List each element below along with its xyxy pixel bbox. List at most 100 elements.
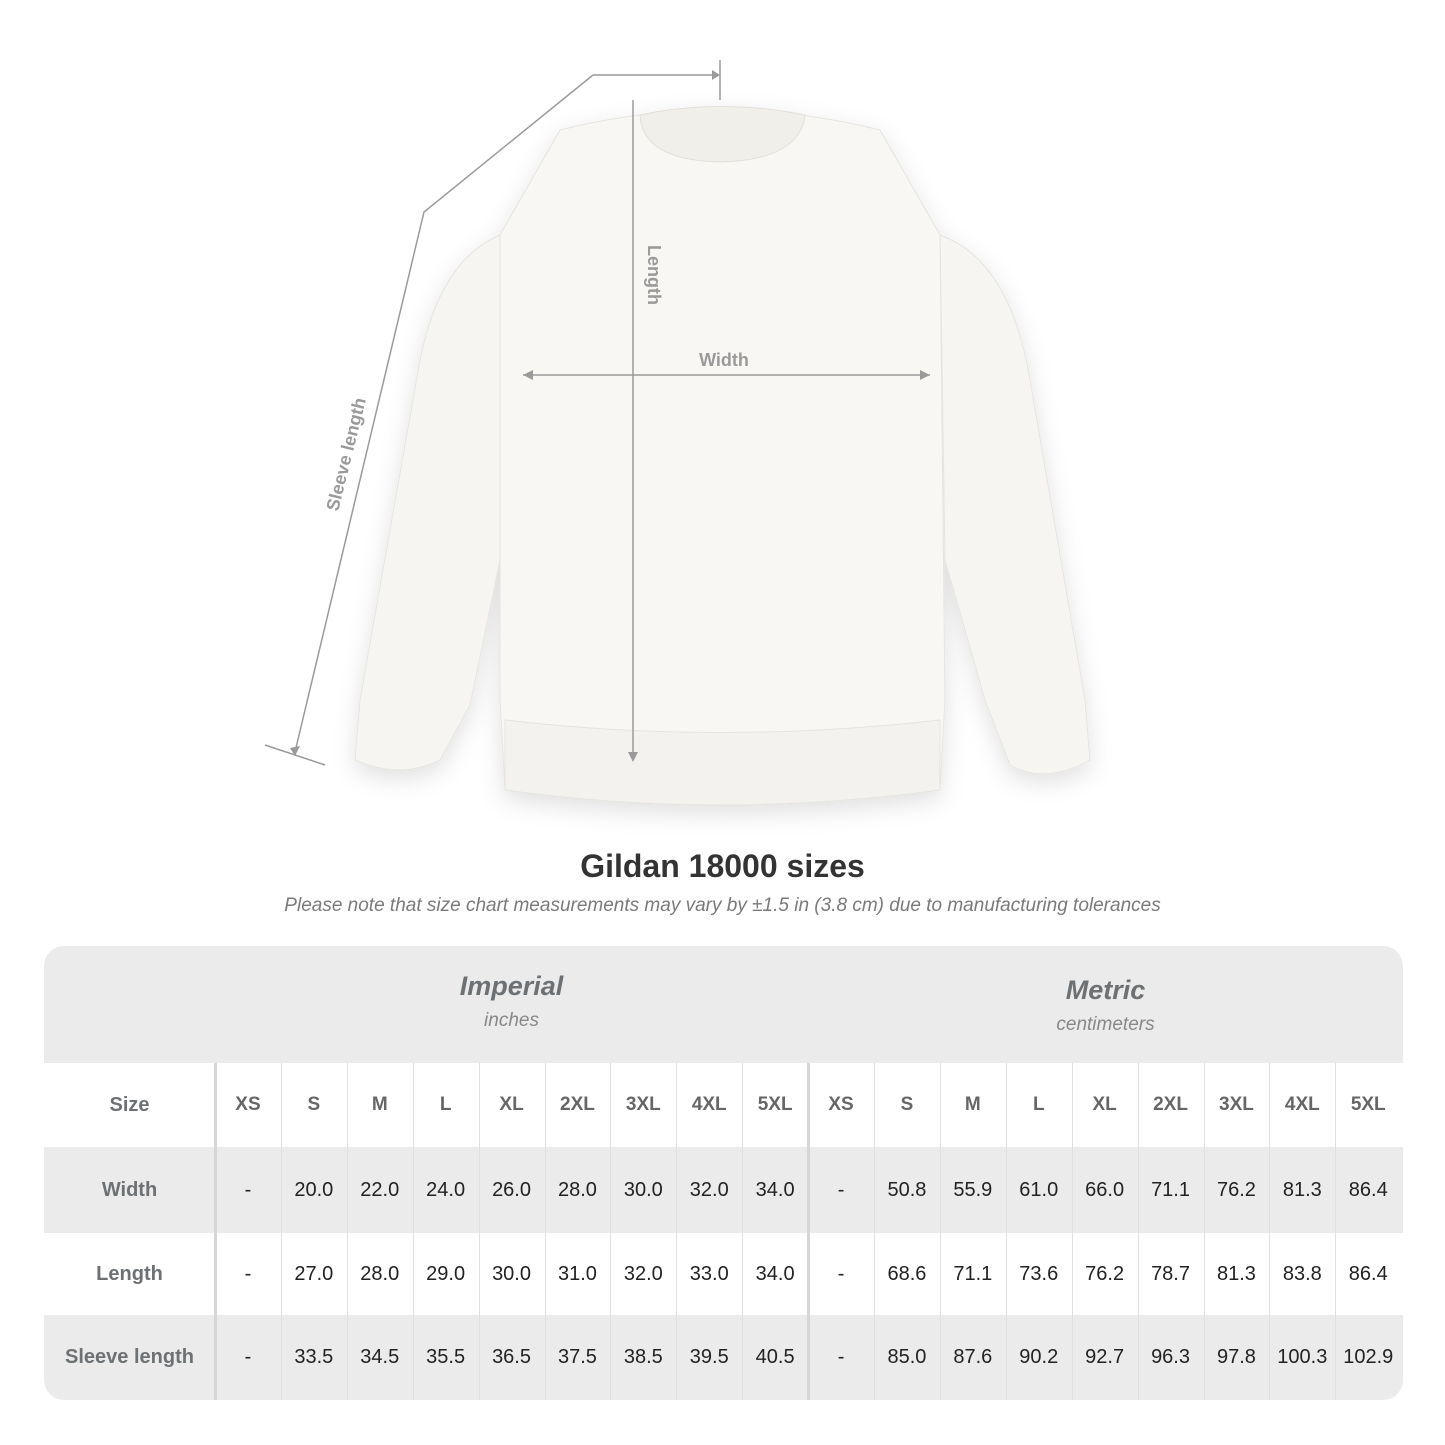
imperial-value-cell: 32.0 <box>623 1262 663 1285</box>
row-label: Length <box>96 1262 163 1285</box>
size-column-header: L <box>439 1094 452 1115</box>
imperial-value-cell: 31.0 <box>557 1262 597 1285</box>
chart-title: Gildan 18000 sizes <box>580 848 865 884</box>
header-band <box>44 946 1403 1063</box>
metric-value-cell: - <box>837 1346 845 1368</box>
size-column-header: S <box>900 1094 914 1115</box>
metric-value-cell: 81.3 <box>1216 1262 1256 1285</box>
metric-value-cell: 83.8 <box>1282 1262 1322 1285</box>
imperial-value-cell: 20.0 <box>294 1178 334 1201</box>
imperial-value-cell: 28.0 <box>360 1262 400 1285</box>
size-column-header: 3XL <box>1219 1094 1254 1115</box>
size-column-header: 2XL <box>1153 1094 1188 1115</box>
imperial-value-cell: 29.0 <box>426 1262 466 1285</box>
imperial-value-cell: - <box>244 1262 252 1285</box>
column-divider <box>939 1063 941 1400</box>
size-column-header: 5XL <box>1350 1094 1386 1115</box>
metric-value-cell: 78.7 <box>1151 1262 1190 1285</box>
column-divider <box>346 1063 348 1400</box>
metric-value-cell: 85.0 <box>887 1346 927 1368</box>
metric-header: Metric centimeters <box>808 950 1403 1067</box>
column-divider <box>544 1063 546 1400</box>
width-label: Width <box>699 350 749 370</box>
imperial-value-cell: 34.0 <box>755 1178 795 1201</box>
tolerance-note: Please note that size chart measurements… <box>284 895 1161 916</box>
metric-value-cell: 92.7 <box>1085 1346 1125 1368</box>
length-label: Length <box>644 245 664 305</box>
imperial-value-cell: 30.0 <box>623 1178 663 1201</box>
size-column-header: L <box>1032 1094 1045 1115</box>
metric-value-cell: 76.2 <box>1216 1178 1256 1201</box>
metric-value-cell: 61.0 <box>1019 1178 1059 1201</box>
metric-value-cell: 50.8 <box>887 1178 927 1201</box>
metric-value-cell: 102.9 <box>1343 1346 1394 1368</box>
size-column-header: 4XL <box>691 1094 727 1115</box>
metric-unit: centimeters <box>1056 1014 1155 1035</box>
metric-value-cell: 86.4 <box>1348 1178 1388 1201</box>
column-divider <box>280 1063 282 1400</box>
imperial-value-cell: 35.5 <box>426 1346 466 1368</box>
size-column-header: 5XL <box>757 1094 793 1115</box>
imperial-value-cell: 22.0 <box>360 1178 400 1201</box>
row-label: Sleeve length <box>65 1346 194 1368</box>
metric-value-cell: 86.4 <box>1348 1262 1388 1285</box>
sweatshirt-illustration: Length Width Sleeve length <box>264 60 1091 806</box>
column-divider <box>478 1063 480 1400</box>
size-table: Imperial inches Metric centimeters Size X… <box>44 946 1403 1400</box>
metric-value-cell: 71.1 <box>953 1262 993 1285</box>
size-column-header: M <box>964 1094 981 1115</box>
column-divider <box>214 1063 217 1400</box>
imperial-value-cell: - <box>244 1346 252 1368</box>
imperial-value-cell: 33.5 <box>294 1346 334 1368</box>
imperial-value-cell: 37.5 <box>557 1346 597 1368</box>
metric-value-cell: 97.8 <box>1216 1346 1256 1368</box>
size-column-header: 3XL <box>625 1094 661 1115</box>
imperial-value-cell: 27.0 <box>294 1262 334 1285</box>
imperial-value-cell: 39.5 <box>689 1346 729 1368</box>
metric-value-cell: - <box>837 1262 845 1285</box>
imperial-value-cell: 28.0 <box>557 1178 597 1201</box>
metric-value-cell: 68.6 <box>887 1262 927 1285</box>
imperial-value-cell: 34.0 <box>755 1262 795 1285</box>
column-divider <box>1269 1063 1271 1400</box>
metric-value-cell: 71.1 <box>1151 1178 1190 1201</box>
column-divider <box>1137 1063 1139 1400</box>
column-divider <box>874 1063 875 1400</box>
imperial-header: Imperial inches <box>215 946 808 1063</box>
size-column-header: XS <box>828 1094 854 1115</box>
size-column-header: 2XL <box>560 1094 595 1115</box>
size-column-header: S <box>307 1094 321 1115</box>
sleeve-length-label: Sleeve length <box>322 396 369 513</box>
column-divider <box>1005 1063 1007 1400</box>
row-band <box>44 1147 1403 1233</box>
imperial-value-cell: 40.5 <box>755 1346 795 1368</box>
imperial-value-cell: 33.0 <box>689 1262 729 1285</box>
metric-title: Metric <box>1065 975 1146 1005</box>
sweatshirt-image <box>354 106 1091 806</box>
size-column-header: M <box>371 1094 388 1115</box>
imperial-value-cell: 36.5 <box>492 1346 531 1368</box>
size-column-header: 4XL <box>1284 1094 1320 1115</box>
column-divider <box>742 1063 744 1400</box>
column-divider <box>1335 1063 1337 1400</box>
imperial-value-cell: 32.0 <box>689 1178 729 1201</box>
metric-value-cell: 81.3 <box>1282 1178 1322 1201</box>
column-divider <box>676 1063 678 1400</box>
imperial-value-cell: - <box>244 1178 252 1201</box>
imperial-value-cell: 38.5 <box>623 1346 663 1368</box>
column-divider <box>1203 1063 1205 1400</box>
measurement-lines <box>264 60 930 766</box>
size-column-header: XS <box>235 1094 261 1115</box>
size-header: Size <box>109 1093 150 1116</box>
metric-value-cell: 87.6 <box>953 1346 993 1368</box>
column-divider <box>807 1063 811 1400</box>
imperial-unit: inches <box>484 1010 539 1031</box>
column-divider <box>1071 1063 1073 1400</box>
size-column-header: XL <box>1092 1094 1117 1115</box>
row-label: Width <box>101 1178 158 1201</box>
imperial-title: Imperial <box>459 971 564 1001</box>
imperial-value-cell: 34.5 <box>360 1346 400 1368</box>
metric-value-cell: 55.9 <box>953 1178 993 1201</box>
column-divider <box>412 1063 414 1400</box>
metric-value-cell: 73.6 <box>1019 1262 1059 1285</box>
